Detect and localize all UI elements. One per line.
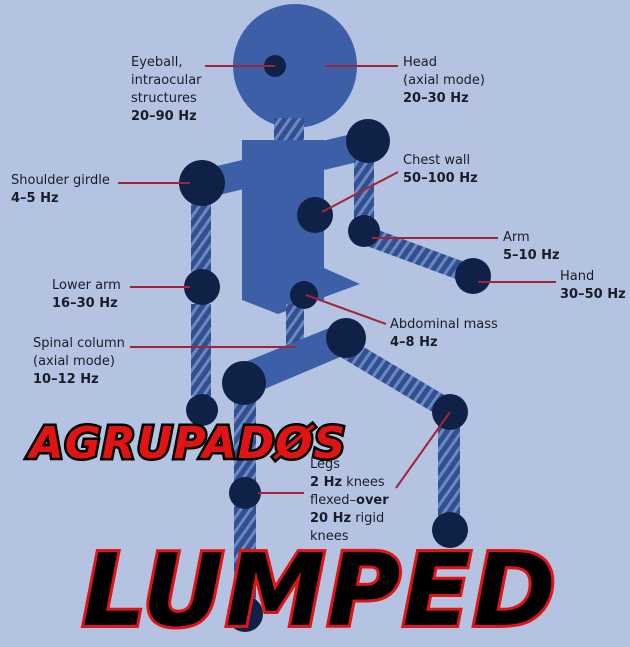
eyeball-line3: structures — [131, 91, 197, 106]
legs-text-c: rigid — [351, 511, 385, 526]
legs-freq-c: 20 Hz — [310, 511, 352, 526]
legs-line2: 2 Hz knees — [310, 474, 389, 492]
shoulder-girdle-freq: 4–5 Hz — [11, 191, 59, 206]
lumped-word: LUMPED — [82, 532, 558, 643]
label-head: Head (axial mode) 20–30 Hz — [403, 54, 485, 108]
left-elbow-joint — [184, 269, 220, 305]
thigh-left — [234, 396, 256, 490]
label-legs: Legs 2 Hz knees flexed–over 20 Hz rigid … — [310, 456, 389, 546]
leader-lines — [118, 65, 556, 494]
legs-text-a: knees — [342, 475, 385, 490]
right-shoulder-joint — [346, 119, 390, 163]
shin-right — [438, 418, 460, 530]
arm-freq: 5–10 Hz — [503, 248, 560, 263]
shoulder-girdle-line1: Shoulder girdle — [11, 173, 110, 188]
label-hand: Hand 30–50 Hz — [560, 268, 626, 304]
hip-joint-right — [326, 318, 366, 358]
legs-line1: Legs — [310, 457, 341, 472]
lower-arm-line1: Lower arm — [52, 278, 121, 293]
spinal-column-freq: 10–12 Hz — [33, 372, 99, 387]
abdominal-mass-freq: 4–8 Hz — [390, 335, 438, 350]
label-arm: Arm 5–10 Hz — [503, 229, 560, 265]
overlay-agrupados: AGRUPADØS — [0, 408, 630, 478]
spinal-column-line2: (axial mode) — [33, 354, 115, 369]
hand-joint — [455, 258, 491, 294]
legs-line4: 20 Hz rigid — [310, 510, 389, 528]
label-spinal-column: Spinal column (axial mode) 10–12 Hz — [33, 335, 125, 389]
hand-freq: 30–50 Hz — [560, 287, 626, 302]
legs-line3: flexed–over — [310, 492, 389, 510]
shin-left — [234, 500, 256, 620]
legs-freq-a: 2 Hz — [310, 475, 343, 490]
legs-line5: knees — [310, 529, 349, 544]
eyeball-line2: intraocular — [131, 73, 202, 88]
hip-joint-left — [222, 361, 266, 405]
head-shape — [233, 4, 357, 128]
label-shoulder-girdle: Shoulder girdle 4–5 Hz — [11, 172, 110, 208]
lower-arm-freq: 16–30 Hz — [52, 296, 118, 311]
thigh-right — [342, 340, 456, 420]
abdominal-mass-line1: Abdominal mass — [390, 317, 498, 332]
legs-freq-b: over — [356, 493, 389, 508]
legs-text-b: flexed– — [310, 493, 357, 508]
shoulder-bar — [200, 132, 366, 198]
label-eyeball: Eyeball, intraocular structures 20–90 Hz — [131, 54, 202, 126]
head-line1: Head — [403, 55, 437, 70]
head-freq: 20–30 Hz — [403, 91, 469, 106]
eyeball-freq: 20–90 Hz — [131, 109, 197, 124]
label-abdominal-mass: Abdominal mass 4–8 Hz — [390, 316, 498, 352]
lower-left-arm-spring — [191, 304, 211, 396]
left-wrist-joint — [186, 394, 218, 426]
spinal-column-line1: Spinal column — [33, 336, 125, 351]
left-foot-joint — [227, 596, 263, 632]
eyeball-line1: Eyeball, — [131, 55, 183, 70]
upper-left-arm-spring — [191, 200, 211, 272]
label-chest-wall: Chest wall 50–100 Hz — [403, 152, 478, 188]
hand-line1: Hand — [560, 269, 595, 284]
pelvis-bar — [240, 322, 352, 396]
chest-wall-line1: Chest wall — [403, 153, 471, 168]
arm-line1: Arm — [503, 230, 530, 245]
label-lower-arm: Lower arm 16–30 Hz — [52, 277, 121, 313]
abdominal-mass — [290, 281, 318, 309]
right-foot-joint — [432, 512, 468, 548]
agrupados-word: AGRUPADØS — [27, 418, 347, 469]
chest-wall-freq: 50–100 Hz — [403, 171, 478, 186]
left-shoulder-joint — [179, 160, 225, 206]
chest-mass — [297, 197, 333, 233]
left-knee-joint — [229, 477, 261, 509]
head-line2: (axial mode) — [403, 73, 485, 88]
overlay-lumped: LUMPED — [0, 529, 630, 647]
right-elbow-joint — [348, 215, 380, 247]
